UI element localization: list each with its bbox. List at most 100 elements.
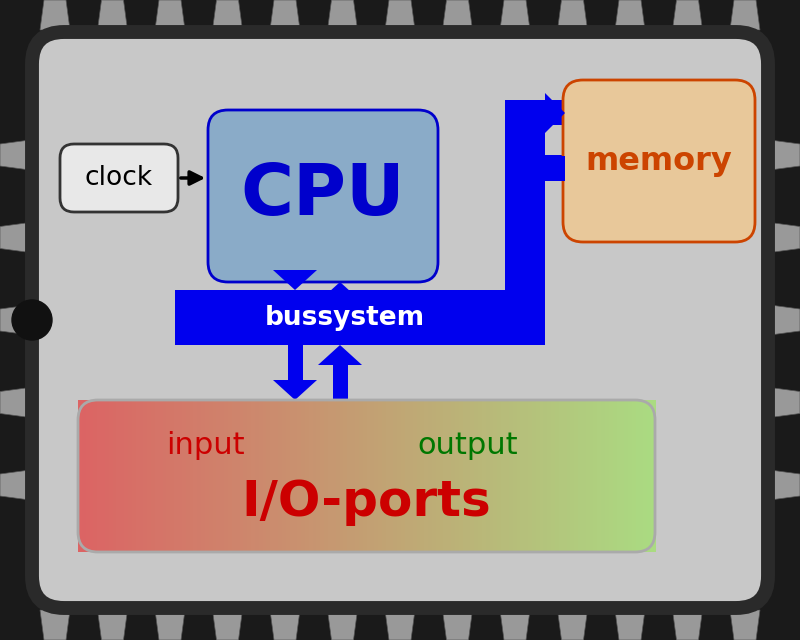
Bar <box>205 400 210 552</box>
Bar <box>86 400 90 552</box>
FancyBboxPatch shape <box>60 144 178 212</box>
Bar <box>405 400 410 552</box>
Bar <box>324 400 329 552</box>
Bar <box>525 156 565 180</box>
Bar <box>286 400 290 552</box>
Bar <box>232 400 237 552</box>
Bar <box>351 400 356 552</box>
Polygon shape <box>558 0 587 30</box>
Bar <box>101 400 106 552</box>
Bar <box>482 400 486 552</box>
Bar <box>287 345 302 380</box>
Bar <box>439 400 445 552</box>
Bar <box>509 400 514 552</box>
Bar <box>120 400 125 552</box>
Bar <box>413 400 418 552</box>
Bar <box>162 400 167 552</box>
Polygon shape <box>273 380 317 400</box>
Bar <box>432 400 437 552</box>
Bar <box>239 400 245 552</box>
Bar <box>640 400 645 552</box>
Circle shape <box>12 300 52 340</box>
Bar <box>486 400 490 552</box>
Bar <box>251 400 256 552</box>
Bar <box>166 400 171 552</box>
Bar <box>601 400 606 552</box>
Polygon shape <box>327 0 358 30</box>
Bar <box>628 400 633 552</box>
Bar <box>632 400 637 552</box>
Bar <box>551 400 556 552</box>
Text: bussystem: bussystem <box>265 305 425 330</box>
Polygon shape <box>270 0 300 30</box>
Bar <box>78 400 83 552</box>
Bar <box>490 400 494 552</box>
Polygon shape <box>442 0 473 30</box>
Polygon shape <box>40 610 70 640</box>
Bar <box>428 400 433 552</box>
Polygon shape <box>385 0 415 30</box>
Bar <box>594 400 598 552</box>
Bar <box>82 400 86 552</box>
Text: output: output <box>418 431 518 460</box>
Bar <box>190 400 194 552</box>
Bar <box>147 400 152 552</box>
Bar <box>236 400 241 552</box>
Polygon shape <box>505 148 525 188</box>
Bar <box>290 400 294 552</box>
Bar <box>194 400 198 552</box>
Polygon shape <box>442 610 473 640</box>
Bar <box>394 400 398 552</box>
Bar <box>447 400 452 552</box>
Polygon shape <box>213 610 242 640</box>
Bar <box>620 400 626 552</box>
Bar <box>98 400 102 552</box>
Bar <box>505 110 545 345</box>
Bar <box>543 400 548 552</box>
FancyBboxPatch shape <box>563 80 755 242</box>
Polygon shape <box>558 610 587 640</box>
Bar <box>613 400 618 552</box>
Bar <box>370 400 375 552</box>
Text: clock: clock <box>85 165 153 191</box>
Bar <box>536 400 541 552</box>
Bar <box>505 155 565 180</box>
Bar <box>347 400 352 552</box>
FancyBboxPatch shape <box>32 32 768 608</box>
Bar <box>555 400 560 552</box>
Bar <box>474 400 479 552</box>
Bar <box>255 400 260 552</box>
Bar <box>209 400 214 552</box>
Bar <box>287 270 302 282</box>
Bar <box>155 400 160 552</box>
Bar <box>505 100 565 125</box>
Bar <box>378 400 383 552</box>
Polygon shape <box>615 0 645 30</box>
Bar <box>436 400 441 552</box>
Bar <box>478 400 483 552</box>
Polygon shape <box>770 470 800 500</box>
Polygon shape <box>730 610 760 640</box>
Bar <box>609 400 614 552</box>
Bar <box>390 400 394 552</box>
Bar <box>636 400 641 552</box>
Polygon shape <box>98 610 127 640</box>
Bar <box>366 400 371 552</box>
Bar <box>332 400 337 552</box>
Bar <box>624 400 629 552</box>
Bar <box>598 400 602 552</box>
Bar <box>505 100 545 125</box>
Polygon shape <box>0 470 30 500</box>
Bar <box>294 400 298 552</box>
Bar <box>459 400 464 552</box>
Bar <box>128 400 133 552</box>
Polygon shape <box>673 610 702 640</box>
Bar <box>417 400 422 552</box>
Bar <box>178 400 183 552</box>
Bar <box>317 400 322 552</box>
Bar <box>578 400 583 552</box>
Polygon shape <box>270 610 300 640</box>
Bar <box>186 400 190 552</box>
Bar <box>401 400 406 552</box>
Bar <box>117 400 122 552</box>
